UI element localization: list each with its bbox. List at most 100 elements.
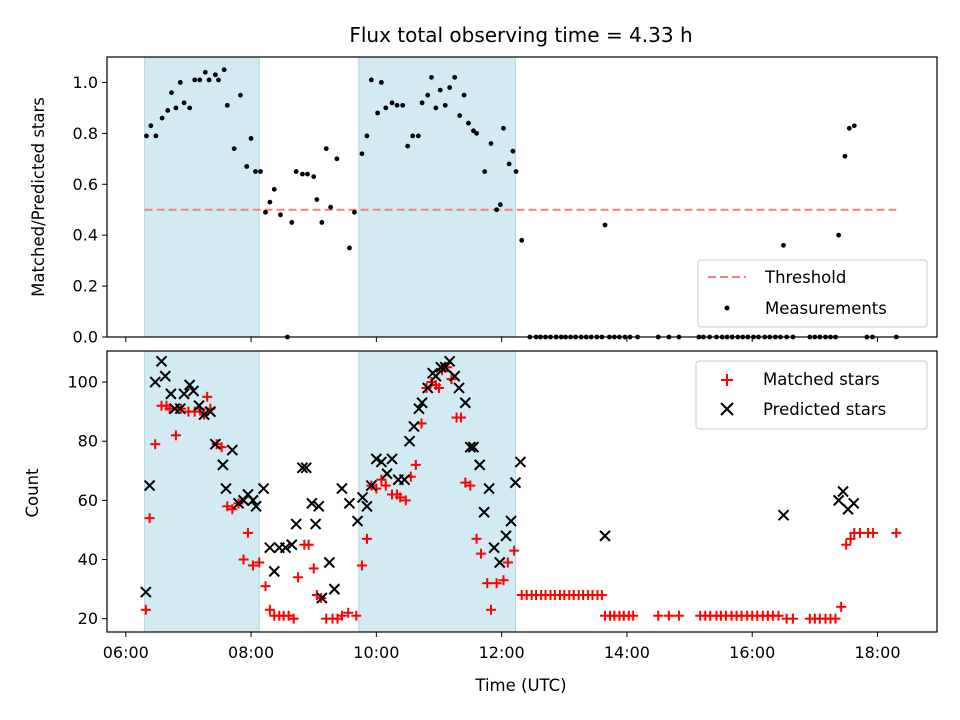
measurement-point	[206, 77, 212, 83]
predicted-star-point	[832, 494, 845, 507]
predicted-star-point	[209, 438, 222, 450]
measurement-point	[244, 164, 250, 169]
matched-star-point	[482, 578, 493, 589]
predicted-star-point	[403, 435, 416, 447]
measurement-point	[300, 171, 305, 177]
matched-star-point	[491, 578, 502, 589]
predicted-star-point	[323, 556, 336, 569]
predicted-star-point	[474, 459, 486, 471]
axes-frame	[106, 350, 938, 633]
predicted-star-point	[443, 355, 456, 368]
predicted-star-point	[193, 400, 205, 412]
count-legend: Matched stars Predicted stars	[695, 360, 928, 430]
measurement-point	[153, 133, 159, 139]
matched-star-point	[238, 554, 249, 565]
measurement-point	[212, 72, 218, 78]
shaded-interval-2	[358, 350, 516, 633]
predicted-star-point	[439, 361, 451, 373]
legend-matched-swatch	[721, 374, 733, 386]
predicted-star-point	[250, 500, 262, 512]
measurement-point	[506, 161, 512, 167]
measurement-point	[197, 77, 203, 83]
predicted-star-point	[165, 388, 177, 400]
measurement-point	[352, 209, 357, 215]
ratio-axes: 0.0 0.2 0.4 0.6 0.8 1.0	[73, 56, 938, 347]
measurement-point	[192, 77, 198, 83]
matched-star-point	[361, 533, 372, 544]
measurement-point	[216, 77, 221, 83]
measurement-point	[836, 232, 842, 238]
predicted-star-point	[159, 370, 171, 382]
predicted-star-point	[386, 453, 398, 465]
measurement-point	[419, 100, 425, 106]
legend-predicted-label: Predicted stars	[763, 400, 886, 419]
count-points	[140, 355, 902, 624]
measurement-point	[278, 212, 283, 218]
matched-star-point	[455, 412, 466, 423]
matched-star-point	[868, 527, 879, 538]
measurement-point	[263, 209, 268, 215]
measurement-point	[238, 92, 243, 98]
matched-star-point	[351, 610, 362, 621]
predicted-star-point	[453, 382, 465, 394]
x-tick-label: 16:00	[729, 643, 775, 662]
measurement-point	[323, 146, 329, 152]
predicted-star-point	[155, 355, 168, 368]
x-tick-label: 08:00	[228, 643, 274, 662]
matched-star-point	[471, 533, 482, 544]
measurement-point	[400, 102, 406, 108]
y-tick-label: 0.0	[73, 328, 98, 347]
predicted-star-point	[187, 385, 200, 397]
measurement-point	[159, 115, 165, 121]
matched-star-point	[663, 610, 674, 621]
measurement-point	[447, 85, 453, 90]
matched-star-point	[170, 430, 181, 441]
matched-star-point	[509, 545, 520, 556]
y-tick-label: 0.6	[73, 175, 98, 194]
x-tick-label: 18:00	[854, 643, 900, 662]
measurement-point	[513, 169, 519, 174]
matched-star-point	[498, 575, 509, 586]
matched-star-point	[222, 501, 233, 512]
predicted-star-point	[478, 506, 490, 518]
predicted-star-point	[143, 479, 156, 492]
matched-star-point	[773, 610, 784, 621]
predicted-star-point	[505, 515, 517, 527]
predicted-star-point	[398, 473, 411, 486]
x-tick-label: 12:00	[479, 643, 525, 662]
shaded-intervals	[144, 56, 516, 338]
measurement-point	[305, 171, 310, 177]
predicted-star-point	[599, 530, 611, 542]
matched-star-point	[380, 480, 391, 491]
y-tick-label: 0.2	[73, 277, 98, 296]
measurement-point	[293, 169, 299, 174]
predicted-star-point	[268, 565, 280, 578]
predicted-star-point	[306, 497, 318, 510]
shaded-interval-1	[144, 350, 260, 633]
y-axis-label-ratio: Matched/Predicted stars	[29, 97, 48, 297]
measurement-point	[842, 153, 848, 159]
predicted-star-point	[365, 479, 378, 492]
predicted-star-point	[226, 444, 238, 456]
measurement-point	[187, 105, 193, 111]
measurement-point	[602, 222, 608, 228]
legend-box	[695, 360, 928, 430]
predicted-star-point	[408, 420, 420, 433]
matched-star-point	[376, 474, 387, 485]
x-tick-label: 14:00	[604, 643, 650, 662]
legend-box	[697, 259, 928, 328]
ratio-panel: 0.0 0.2 0.4 0.6 0.8 1.0 Matched/Predicted sta…	[29, 56, 938, 347]
measurement-point	[425, 92, 431, 98]
matched-star-point	[845, 533, 856, 544]
measurement-point	[165, 108, 171, 113]
measurement-point	[271, 186, 277, 192]
predicted-star-point	[257, 482, 270, 495]
predicted-star-point	[204, 405, 217, 418]
shaded-interval-1	[144, 56, 260, 338]
x-axis-label: Time (UTC)	[474, 676, 566, 695]
ratio-legend: Threshold Measurements	[697, 259, 928, 328]
measurement-point	[466, 120, 471, 126]
measurement-point	[415, 133, 421, 139]
matched-star-point	[485, 604, 496, 615]
measurement-point	[519, 237, 525, 243]
